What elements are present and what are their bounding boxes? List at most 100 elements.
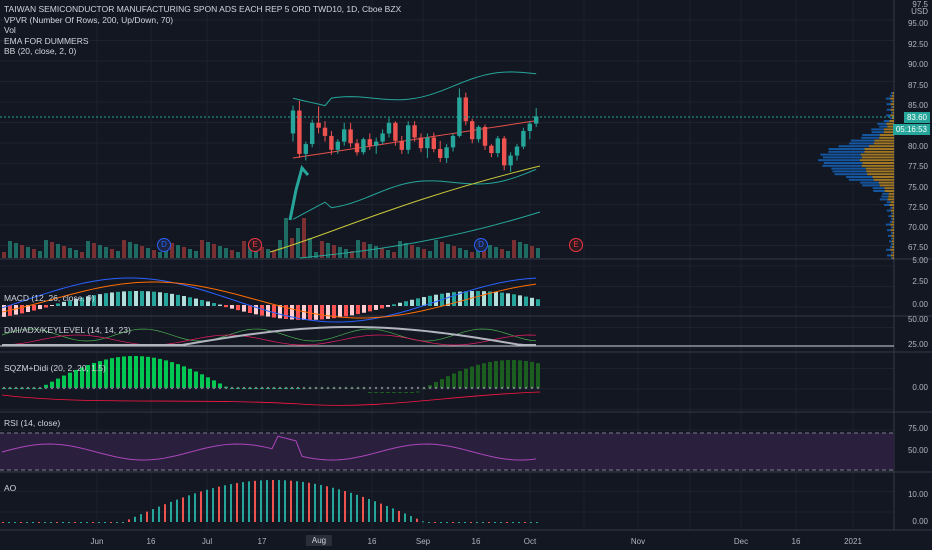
squeeze-bar <box>398 392 402 393</box>
squeeze-dot <box>26 386 30 390</box>
squeeze-dot <box>332 386 336 390</box>
vpvr-bar-up <box>884 204 890 206</box>
volume-bar <box>74 250 78 258</box>
volume-bar <box>362 242 366 258</box>
volume-bar <box>8 241 12 258</box>
squeeze-dot <box>212 386 216 390</box>
macd-hist <box>230 305 234 309</box>
squeeze-bar <box>488 361 492 388</box>
squeeze-bar <box>146 356 150 388</box>
macd-hist <box>344 305 348 317</box>
y-tick: 87.50 <box>907 81 928 90</box>
vpvr-bar-up <box>860 181 879 184</box>
squeeze-bar <box>404 392 408 393</box>
macd-hist <box>50 305 54 306</box>
vpvr-bar-down <box>879 184 894 187</box>
vpvr-bar-down <box>892 220 894 223</box>
macd-hist <box>104 293 108 306</box>
squeeze-bar <box>116 357 120 388</box>
squeeze-dot <box>20 386 24 390</box>
sqzm-tick: 0.00 <box>912 383 928 392</box>
y-tick: 75.00 <box>907 183 928 192</box>
volume-bar <box>110 249 114 258</box>
squeeze-bar <box>410 392 414 393</box>
volume-bar <box>116 251 120 258</box>
macd-hist <box>512 294 516 306</box>
ao-bar <box>386 505 388 522</box>
y-tick: 77.50 <box>907 162 928 171</box>
legend-vpvr[interactable]: VPVR (Number Of Rows, 200, Up/Down, 70) <box>4 14 174 25</box>
vpvr-bar-up <box>828 150 865 153</box>
squeeze-dot <box>464 386 468 390</box>
vpvr-bar-up <box>890 251 893 254</box>
squeeze-bar <box>56 378 60 388</box>
y-tick: 85.00 <box>907 101 928 110</box>
ao-label[interactable]: AO <box>4 483 17 493</box>
sqzm-label[interactable]: SQZM+Didi (20, 2, 20, 1.5) <box>4 363 106 373</box>
vpvr-bar-up <box>881 195 889 198</box>
squeeze-dot <box>512 386 516 390</box>
ao-bar <box>314 483 316 522</box>
volume-bar <box>458 248 462 258</box>
vpvr-bar-down <box>861 164 894 167</box>
x-tick-highlight: Aug <box>305 535 333 546</box>
legend-vol[interactable]: Vol <box>4 25 16 35</box>
macd-hist <box>524 296 528 306</box>
squeeze-dot <box>374 386 378 390</box>
vpvr-bar-down <box>888 195 894 198</box>
vpvr-bar-down <box>889 120 894 122</box>
macd-hist <box>236 305 240 311</box>
vpvr-bar-down <box>888 192 894 195</box>
macd-hist <box>218 304 222 306</box>
macd-hist <box>296 305 300 320</box>
ao-bar <box>428 522 430 523</box>
rsi-label[interactable]: RSI (14, close) <box>4 418 61 428</box>
macd-label[interactable]: MACD (12, 26, close, 9) <box>4 293 95 303</box>
volume-bar <box>404 243 408 258</box>
vpvr-bar-down <box>890 114 894 117</box>
legend-ema[interactable]: EMA FOR DUMMERS <box>4 35 89 46</box>
earnings-marker[interactable]: E <box>248 238 262 252</box>
squeeze-dot <box>200 386 204 390</box>
ao-bar <box>242 482 244 522</box>
macd-hist <box>188 297 192 306</box>
volume-bar <box>200 240 204 258</box>
macd-hist <box>158 292 162 306</box>
earnings-marker[interactable]: E <box>569 238 583 252</box>
y-tick: 95.00 <box>907 19 928 28</box>
squeeze-dot <box>56 386 60 390</box>
squeeze-bar <box>380 392 384 393</box>
ao-bar <box>194 493 196 522</box>
ao-bar <box>434 522 436 523</box>
ao-bar <box>404 513 406 522</box>
ao-bar <box>500 522 502 523</box>
ao-bar <box>98 522 100 523</box>
vpvr-bar-down <box>864 150 894 153</box>
volume-bar <box>218 246 222 258</box>
volume-bar <box>260 247 264 258</box>
dividend-marker[interactable]: D <box>474 238 488 252</box>
ao-bar <box>422 521 424 523</box>
x-tick: Dec <box>733 537 749 546</box>
dmi-label[interactable]: DMI/ADX/KEYLEVEL (14, 14, 23) <box>4 325 131 335</box>
vpvr-bar-down <box>891 240 894 243</box>
macd-hist <box>14 305 18 315</box>
dividend-marker[interactable]: D <box>157 238 171 252</box>
vpvr-bar-up <box>889 220 893 223</box>
vpvr-bar-up <box>890 206 893 209</box>
ao-bar <box>212 488 214 522</box>
squeeze-dot <box>8 386 12 390</box>
ao-bar <box>344 491 346 522</box>
symbol-title[interactable]: TAIWAN SEMICONDUCTOR MANUFACTURING SPON … <box>4 4 402 14</box>
macd-hist <box>290 305 294 320</box>
vpvr-bar-up <box>891 106 893 108</box>
squeeze-bar <box>482 363 486 388</box>
volume-bar <box>122 240 126 258</box>
vpvr-bar-down <box>883 128 894 131</box>
legend-bb[interactable]: BB (20, close, 2, 0) <box>4 46 77 56</box>
volume-bar <box>38 251 42 258</box>
macd-hist <box>482 291 486 306</box>
volume-bar <box>68 248 72 258</box>
vpvr-bar-up <box>877 122 887 125</box>
